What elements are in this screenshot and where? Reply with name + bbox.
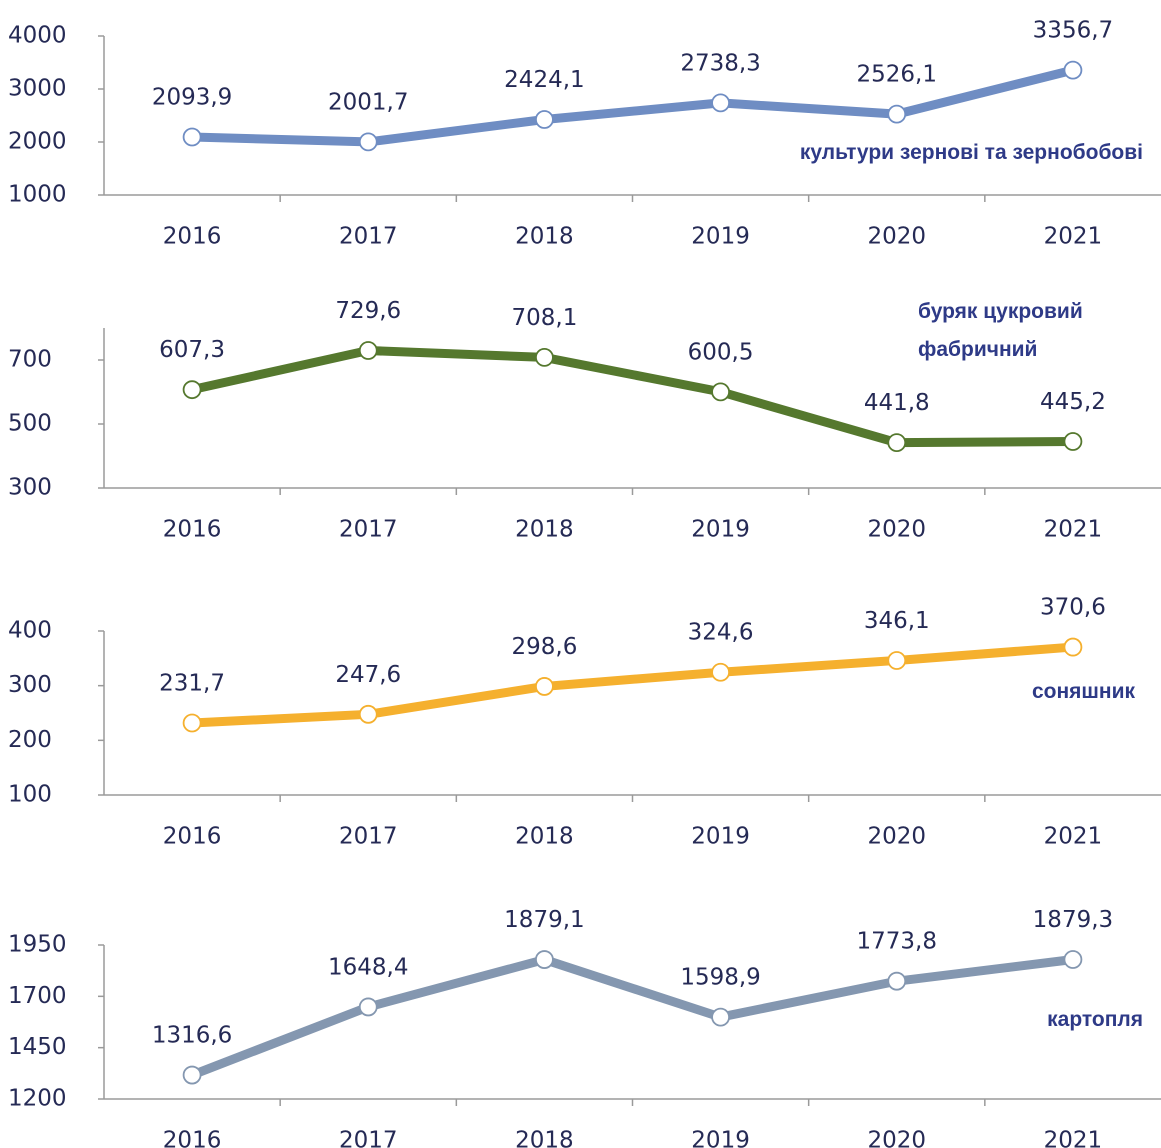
marker <box>182 127 202 147</box>
marker <box>535 950 554 969</box>
data-label: 247,6 <box>335 662 401 688</box>
x-tick-label: 2018 <box>515 517 574 543</box>
x-tick-label: 2017 <box>339 224 398 250</box>
y-tick-label: 300 <box>8 475 52 501</box>
y-tick-label: 100 <box>8 782 52 808</box>
x-tick-label: 2017 <box>339 517 398 543</box>
data-label: 2738,3 <box>680 50 760 76</box>
line <box>190 955 1074 1080</box>
y-tick-label: 3000 <box>8 76 67 102</box>
x-tick-label: 2016 <box>163 517 222 543</box>
x-tick-label: 2016 <box>163 224 222 250</box>
x-tick-label: 2019 <box>691 517 750 543</box>
x-tick-label: 2018 <box>515 224 574 250</box>
marker <box>711 662 730 682</box>
data-label: 324,6 <box>688 620 754 646</box>
marker <box>711 382 730 402</box>
marker <box>182 380 202 400</box>
data-label: 1316,6 <box>152 1023 232 1049</box>
x-tick-label: 2021 <box>1044 517 1103 543</box>
y-tick-label: 4000 <box>8 23 67 49</box>
x-tick-label: 2019 <box>691 1128 750 1148</box>
y-tick-label: 1700 <box>8 983 67 1009</box>
data-label: 441,8 <box>864 390 930 416</box>
line <box>191 65 1075 147</box>
marker <box>358 341 378 360</box>
line <box>191 642 1074 728</box>
data-label: 445,2 <box>1040 389 1106 415</box>
series-label: картопля <box>1047 1008 1143 1031</box>
data-label: 1648,4 <box>328 954 408 980</box>
line <box>191 346 1073 448</box>
marker <box>535 348 554 367</box>
x-tick-label: 2020 <box>867 517 926 543</box>
marker <box>711 1007 730 1027</box>
x-tick-label: 2016 <box>163 824 222 850</box>
x-tick-label: 2020 <box>867 824 926 850</box>
data-label: 346,1 <box>864 608 930 634</box>
marker <box>887 971 907 991</box>
y-tick-label: 500 <box>8 411 52 437</box>
data-label: 231,7 <box>159 671 225 697</box>
data-label: 2093,9 <box>152 85 232 111</box>
marker <box>711 93 730 113</box>
x-tick-label: 2021 <box>1044 1128 1103 1148</box>
marker <box>1063 637 1083 657</box>
x-tick-label: 2016 <box>163 1128 222 1148</box>
series-label: культури зернові та зернобобові <box>799 141 1143 164</box>
x-tick-label: 2018 <box>515 1128 574 1148</box>
marker <box>887 651 907 670</box>
marker <box>887 433 907 453</box>
marker <box>887 104 907 124</box>
marker <box>358 704 378 724</box>
data-label: 370,6 <box>1040 595 1106 621</box>
data-label: 1879,3 <box>1033 907 1113 933</box>
x-tick-label: 2019 <box>691 224 750 250</box>
x-tick-label: 2017 <box>339 1128 398 1148</box>
y-tick-label: 200 <box>8 727 52 753</box>
marker <box>358 132 378 152</box>
series-label: соняшник <box>1031 680 1135 703</box>
data-label: 3356,7 <box>1033 18 1113 44</box>
x-tick-label: 2021 <box>1044 824 1103 850</box>
y-tick-label: 1000 <box>8 182 67 208</box>
y-tick-label: 300 <box>8 672 52 698</box>
marker <box>1063 950 1083 969</box>
data-label: 708,1 <box>511 305 577 331</box>
y-tick-label: 700 <box>8 347 52 373</box>
data-label: 2001,7 <box>328 89 408 115</box>
data-label: 1598,9 <box>680 965 760 991</box>
x-tick-label: 2019 <box>691 824 750 850</box>
series-label: буряк цукровий фабричний <box>918 300 1083 361</box>
data-label: 2424,1 <box>504 67 584 93</box>
y-tick-label: 2000 <box>8 129 67 155</box>
data-label: 600,5 <box>688 339 754 365</box>
data-label: 1879,1 <box>504 907 584 933</box>
marker <box>535 677 554 696</box>
y-tick-label: 1200 <box>8 1086 67 1112</box>
x-tick-label: 2018 <box>515 824 574 850</box>
x-tick-label: 2021 <box>1044 224 1103 250</box>
marker <box>1063 432 1083 451</box>
x-tick-label: 2017 <box>339 824 398 850</box>
marker <box>535 110 554 129</box>
y-tick-label: 1450 <box>8 1034 67 1060</box>
data-label: 298,6 <box>511 634 577 660</box>
x-tick-label: 2020 <box>867 1128 926 1148</box>
marker <box>358 997 378 1017</box>
data-label: 1773,8 <box>857 929 937 955</box>
data-label: 2526,1 <box>857 62 937 88</box>
marker <box>1063 60 1083 80</box>
data-label: 729,6 <box>335 298 401 324</box>
y-tick-label: 1950 <box>8 932 67 958</box>
y-tick-label: 400 <box>8 618 52 644</box>
marker <box>182 1065 202 1085</box>
marker <box>182 713 202 733</box>
x-tick-label: 2020 <box>867 224 926 250</box>
data-label: 607,3 <box>159 337 225 363</box>
